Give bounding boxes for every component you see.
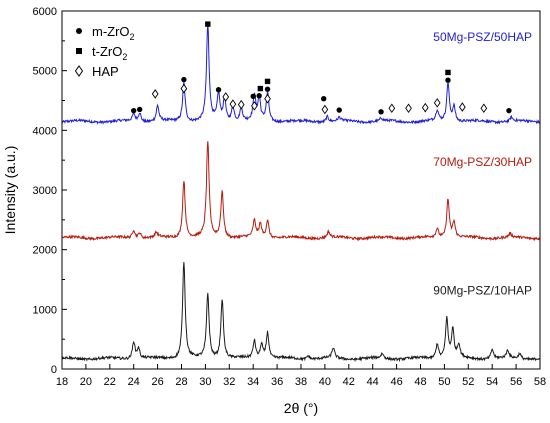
x-tick-label: 52 bbox=[462, 376, 474, 388]
marker-m-zro2 bbox=[378, 109, 384, 115]
x-tick-label: 26 bbox=[151, 376, 163, 388]
marker-t-zro2 bbox=[257, 85, 264, 92]
series-labels: 50Mg-PSZ/50HAP 70Mg-PSZ/30HAP 90Mg-PSZ/10H… bbox=[433, 30, 532, 298]
marker-t-zro2 bbox=[205, 21, 211, 27]
x-tick-label: 34 bbox=[247, 376, 259, 388]
x-tick-label: 58 bbox=[534, 376, 546, 388]
marker-hap bbox=[222, 92, 230, 102]
series-line bbox=[61, 23, 541, 125]
phase-markers bbox=[131, 21, 512, 115]
legend-circle-symbol bbox=[76, 28, 82, 34]
x-tick-label: 28 bbox=[175, 376, 187, 388]
marker-hap bbox=[480, 103, 488, 114]
x-tick-label: 48 bbox=[414, 376, 426, 388]
marker-m-zro2 bbox=[250, 93, 256, 100]
y-tick-label: 2000 bbox=[33, 245, 57, 257]
x-tick-label: 54 bbox=[486, 376, 498, 388]
legend: m-ZrO2 t-ZrO2 HAP bbox=[74, 24, 135, 79]
marker-hap bbox=[433, 98, 441, 108]
y-tick-label: 5000 bbox=[33, 66, 57, 78]
x-tick-label: 20 bbox=[80, 376, 92, 388]
x-tick-label: 50 bbox=[438, 376, 450, 388]
marker-m-zro2 bbox=[336, 107, 342, 113]
marker-hap bbox=[421, 102, 429, 113]
series-label: 90Mg-PSZ/10HAP bbox=[433, 283, 532, 297]
x-tick-label: 18 bbox=[56, 376, 68, 388]
y-tick-label: 4000 bbox=[33, 125, 57, 137]
marker-m-zro2 bbox=[321, 96, 327, 102]
y-axis-label: Intensity (a.u.) bbox=[2, 146, 18, 235]
marker-hap bbox=[458, 102, 466, 112]
legend-diamond-symbol bbox=[74, 65, 84, 77]
x-axis-label: 2θ (°) bbox=[284, 400, 318, 416]
x-tick-label: 32 bbox=[223, 376, 235, 388]
marker-hap bbox=[180, 83, 188, 94]
axis-ticks: 18 20 22 24 26 28 30 32 34 36 38 40 42 44 46 48 50 52 54 56… bbox=[33, 6, 547, 388]
y-tick-label: 3000 bbox=[33, 185, 57, 197]
x-tick-label: 38 bbox=[295, 376, 307, 388]
marker-m-zro2 bbox=[215, 87, 222, 93]
marker-hap bbox=[321, 104, 329, 115]
marker-m-zro2 bbox=[445, 77, 451, 83]
y-tick-label: 1000 bbox=[33, 304, 57, 316]
series-label: 50Mg-PSZ/50HAP bbox=[433, 30, 532, 44]
series-label: 70Mg-PSZ/30HAP bbox=[433, 155, 532, 169]
x-tick-label: 40 bbox=[319, 376, 331, 388]
marker-t-zro2 bbox=[264, 78, 271, 85]
y-tick-label: 6000 bbox=[33, 6, 57, 18]
marker-hap bbox=[405, 103, 412, 114]
marker-m-zro2 bbox=[136, 106, 143, 113]
x-tick-label: 44 bbox=[367, 376, 379, 388]
legend-label: m-ZrO2 bbox=[92, 24, 135, 42]
marker-m-zro2 bbox=[131, 107, 137, 114]
legend-label: t-ZrO2 bbox=[92, 44, 127, 62]
x-tick-label: 56 bbox=[510, 376, 522, 388]
plot-frame bbox=[61, 10, 541, 370]
y-tick-label: 0 bbox=[51, 364, 57, 376]
marker-m-zro2 bbox=[181, 76, 187, 83]
plot-content bbox=[61, 21, 541, 363]
series-line bbox=[61, 141, 541, 242]
legend-square-symbol bbox=[76, 48, 82, 54]
marker-hap bbox=[388, 103, 396, 114]
x-tick-label: 30 bbox=[199, 376, 211, 388]
marker-hap bbox=[251, 101, 258, 111]
marker-m-zro2 bbox=[506, 107, 512, 114]
marker-m-zro2 bbox=[256, 93, 262, 99]
marker-hap bbox=[229, 99, 237, 109]
x-tick-label: 36 bbox=[271, 376, 283, 388]
x-tick-label: 46 bbox=[390, 376, 402, 388]
x-tick-label: 24 bbox=[128, 376, 140, 388]
x-tick-label: 42 bbox=[343, 376, 355, 388]
marker-hap bbox=[151, 89, 159, 99]
series-line bbox=[61, 262, 541, 363]
marker-hap bbox=[237, 99, 245, 110]
x-tick-label: 22 bbox=[104, 376, 116, 388]
legend-label: HAP bbox=[92, 64, 119, 79]
marker-t-zro2 bbox=[445, 69, 451, 76]
marker-hap bbox=[264, 93, 271, 104]
marker-m-zro2 bbox=[264, 86, 271, 92]
